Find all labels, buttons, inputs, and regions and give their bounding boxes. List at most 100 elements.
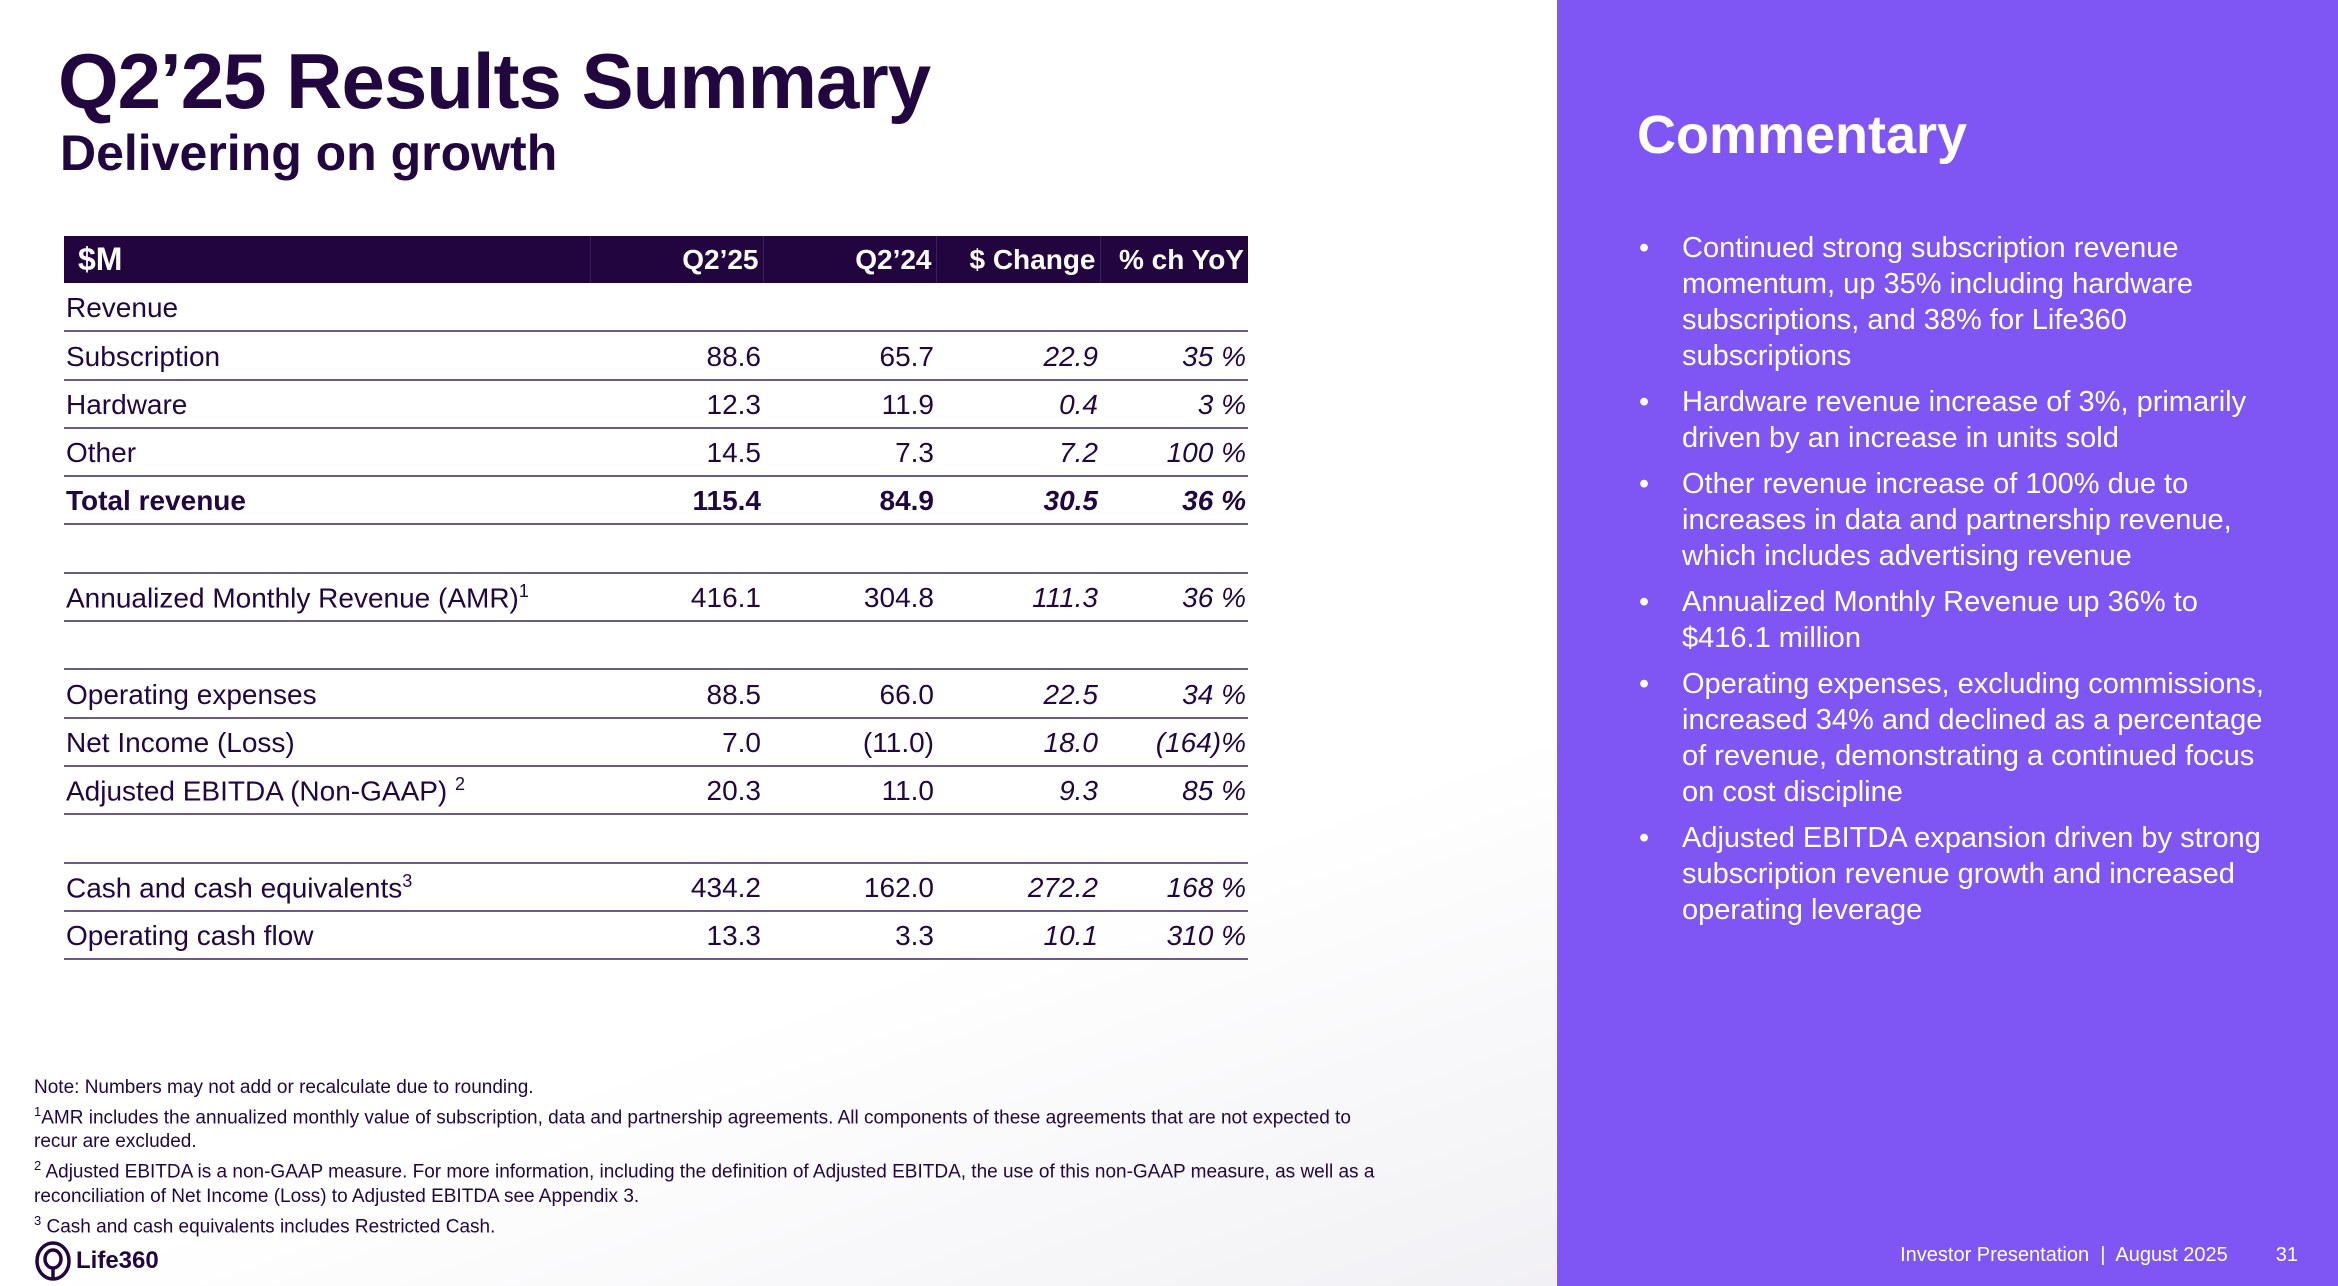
table-cell: 272.2 [936,862,1100,912]
table-cell: 66.0 [763,669,936,719]
row-label-text: Adjusted EBITDA (Non-GAAP) [66,775,456,807]
table-cell [1100,621,1248,671]
table-cell: 7.3 [763,427,936,478]
column-header: % ch YoY [1099,236,1248,283]
footnote-text: AMR includes the annualized monthly valu… [34,1107,1351,1153]
table-cell: 22.5 [936,669,1100,719]
row-label-text: Net Income (Loss) [66,726,295,758]
table-cell [1100,283,1248,333]
table-row: Total revenue 115.4 84.9 30.5 36 % [64,476,1248,526]
page-subtitle: Delivering on growth [60,125,558,181]
table-row: Hardware 12.3 11.9 0.4 3 % [64,379,1248,429]
table-cell: 14.5 [590,427,763,478]
table-cell: 85 % [1100,765,1248,816]
row-label-text: Other [66,437,137,469]
row-label: Annualized Monthly Revenue (AMR)1 [64,572,590,623]
table-cell [763,524,936,574]
row-label-text: Operating expenses [66,678,317,710]
table-row: Operating expenses 88.5 66.0 22.5 34 % [64,669,1248,719]
footer: Investor Presentation | August 2025 31 [1900,1244,2298,1267]
table-cell [590,814,763,864]
row-label-text: Operating cash flow [66,920,314,952]
table-cell: 35 % [1100,331,1248,381]
row-label [64,814,590,864]
row-label [64,524,590,574]
row-label [64,621,590,671]
table-cell [590,524,763,574]
table-cell [763,283,936,333]
table-cell: (11.0) [763,717,936,767]
footnote-ref: 1 [518,580,529,601]
table-row: Revenue [64,283,1248,333]
footnote: 1AMR includes the annualized monthly val… [34,1100,1394,1154]
row-label: Total revenue [64,476,590,526]
table-cell: 88.5 [590,669,763,719]
life360-logo: Life360 [34,1240,159,1282]
commentary-bullet: Adjusted EBITDA expansion driven by stro… [1639,820,2279,928]
table-row: Adjusted EBITDA (Non-GAAP) 2 20.3 11.0 9.3 8… [64,765,1248,816]
row-label: Adjusted EBITDA (Non-GAAP) 2 [64,765,590,816]
row-label-text: Revenue [66,292,179,324]
table-cell: 416.1 [590,572,763,623]
row-label: Other [64,427,590,478]
footnotes: Note: Numbers may not add or recalculate… [34,1076,1394,1239]
row-label: Net Income (Loss) [64,717,590,767]
commentary-panel: Commentary Continued strong subscription… [1557,0,2338,1286]
table-cell [590,283,763,333]
table-cell: 115.4 [590,476,763,526]
table-cell: 9.3 [936,765,1100,816]
row-label: Operating expenses [64,669,590,719]
column-header: $ Change [935,236,1100,283]
row-label-text: Subscription [66,340,221,372]
table-cell: 168 % [1100,862,1248,912]
table-cell: 10.1 [936,910,1100,961]
table-header: $M Q2’25 Q2’24 $ Change% ch YoY [64,236,1248,283]
table-cell: 30.5 [936,476,1100,526]
table-cell: 13.3 [590,910,763,961]
table-cell: 18.0 [936,717,1100,767]
table-cell: 0.4 [936,379,1100,429]
table-cell: 304.8 [763,572,936,623]
footnote-ref: 2 [455,773,466,794]
life360-logo-icon [35,1241,71,1281]
table-cell [763,621,936,671]
table-row: Annualized Monthly Revenue (AMR)1 416.1 30… [64,572,1248,623]
row-label: Operating cash flow [64,910,590,961]
table-cell: 22.9 [936,331,1100,381]
table-row: Other 14.5 7.3 7.2 100 % [64,427,1248,478]
table-cell: 12.3 [590,379,763,429]
footnote-number: 2 [34,1158,42,1174]
commentary-bullet: Annualized Monthly Revenue up 36% to $41… [1639,584,2279,656]
footnote-text: Note: Numbers may not add or recalculate… [34,1077,534,1098]
row-label: Cash and cash equivalents3 [64,862,590,912]
commentary-bullet: Operating expenses, excluding commission… [1639,666,2279,810]
table-row: Operating cash flow 13.3 3.3 10.1 310 % [64,910,1248,961]
left-panel: Q2’25 Results Summary Delivering on grow… [0,0,1557,1286]
footnote-number: 1 [34,1104,42,1119]
table-cell [936,524,1100,574]
row-label-text: Hardware [66,388,188,420]
column-header: Q2’24 [762,236,936,283]
table-row [64,621,1248,671]
table-cell: 3.3 [763,910,936,961]
table-cell: 111.3 [936,572,1100,623]
table-cell: 36 % [1100,572,1248,623]
table-cell [936,814,1100,864]
table-cell [936,283,1100,333]
commentary-title: Commentary [1637,105,1968,165]
column-header: Q2’25 [589,236,763,283]
row-label: Subscription [64,331,590,381]
table-cell: 34 % [1100,669,1248,719]
table-cell: 88.6 [590,331,763,381]
table-cell: 310 % [1100,910,1248,961]
row-label-text: Annualized Monthly Revenue (AMR) [66,582,519,614]
table-cell [763,814,936,864]
table-cell [1100,524,1248,574]
footnote: 2 Adjusted EBITDA is a non-GAAP measure.… [34,1154,1394,1208]
table-cell: 7.0 [590,717,763,767]
footnote-text: Adjusted EBITDA is a non-GAAP measure. F… [34,1161,1375,1207]
table-row [64,814,1248,864]
table-cell: 7.2 [936,427,1100,478]
table-cell: 162.0 [763,862,936,912]
row-label-text: Total revenue [66,485,246,517]
